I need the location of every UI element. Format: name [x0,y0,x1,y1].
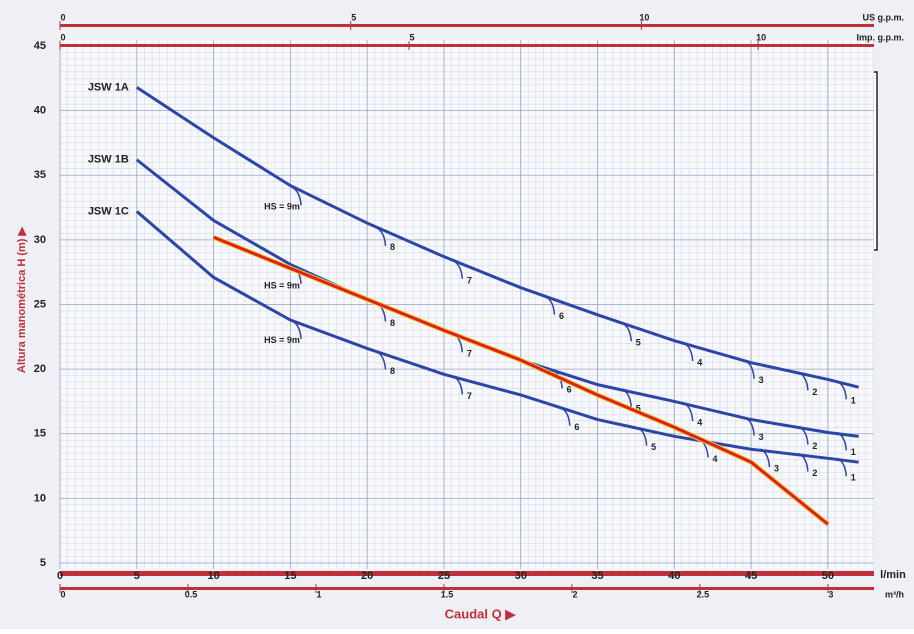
depth-tick [683,342,694,362]
x-axis-bar [60,571,874,576]
depth-label: 8 [390,366,395,376]
depth-label: 7 [467,349,472,359]
x-tick-label: 15 [284,570,296,582]
depth-tick [291,186,302,206]
series-label: JSW 1B [88,154,129,166]
depth-label: 4 [713,454,718,464]
x-tick-label: 50 [822,570,834,582]
secondary-tick-label: 0.5 [185,589,198,599]
secondary-tick-label: 0 [60,589,65,599]
y-tick-label: 30 [34,234,46,246]
depth-label: 6 [574,422,579,432]
secondary-tick-label: 10 [756,32,766,42]
x-tick-label: 20 [361,570,373,582]
x-tick-label: 35 [591,570,603,582]
y-tick-label: 15 [34,428,46,440]
depth-label: HS = 9m [264,335,300,345]
depth-label: 6 [567,385,572,395]
depth-label: 4 [697,357,702,367]
depth-tick [836,380,848,400]
depth-tick [798,452,809,472]
depth-label: HS = 9m [264,202,300,212]
y-tick-label: 25 [34,298,46,310]
secondary-tick-label: 2 [572,589,577,599]
x-unit: l/min [880,569,906,581]
series-label: JSW 1A [88,81,129,93]
depth-tick [836,431,848,451]
secondary-tick-label: 2.5 [697,589,710,599]
x-tick-label: 25 [438,570,450,582]
y-tick-label: 10 [34,492,46,504]
depth-label: 7 [467,275,472,285]
depth-tick [683,402,694,422]
depth-label: 8 [390,318,395,328]
depth-label: 3 [759,375,764,385]
secondary-tick-label: 5 [351,12,356,22]
depth-tick [560,407,571,426]
x-axis-label: Caudal Q ▶ [445,606,517,621]
depth-tick [637,426,648,446]
secondary-axis-label: m³/h [885,589,904,599]
secondary-tick-label: 10 [639,12,649,22]
depth-label: 1 [851,473,856,483]
depth-label: 3 [774,463,779,473]
depth-tick [744,416,755,436]
y-tick-label: 45 [34,40,46,52]
depth-label: 5 [651,442,656,452]
depth-tick [798,425,809,445]
secondary-tick-label: 0 [60,12,65,22]
depth-tick [545,295,556,315]
x-tick-label: 30 [515,570,527,582]
depth-tick [376,350,387,370]
depth-tick [291,320,302,339]
secondary-axis-label: Imp. g.p.m. [856,32,904,42]
depth-label: 5 [636,404,641,414]
depth-tick [744,359,755,379]
depth-tick [836,457,848,477]
depth-label: 8 [390,242,395,252]
depth-tick [621,322,633,342]
y-axis-label: Altura manométrica H (m) ▶ [16,226,28,373]
y-tick-label: 5 [40,557,46,569]
depth-label: 1 [851,396,856,406]
series-label: JSW 1C [88,205,129,217]
depth-label: 2 [812,387,817,397]
secondary-tick-label: 0 [60,32,65,42]
curve [213,235,829,526]
y-tick-label: 40 [34,105,46,117]
depth-tick [452,375,464,395]
x-tick-label: 40 [668,570,680,582]
secondary-axis-label: US g.p.m. [862,12,904,22]
curve [135,86,860,389]
depth-label: HS = 9m [264,280,300,290]
depth-label: 3 [759,432,764,442]
x-tick-label: 45 [745,570,757,582]
depth-label: 6 [559,311,564,321]
secondary-tick-label: 1.5 [441,589,454,599]
depth-label: 1 [851,447,856,457]
y-tick-label: 20 [34,363,46,375]
depth-label: 4 [697,417,702,427]
x-tick-label: 10 [207,570,219,582]
depth-tick [621,388,633,408]
x-tick-label: 0 [57,570,63,582]
secondary-axis-bar [60,24,874,27]
depth-label: 5 [636,338,641,348]
depth-label: 2 [812,468,817,478]
depth-label: 2 [812,441,817,451]
secondary-tick-label: 1 [316,589,321,599]
secondary-axis-bar [60,44,874,47]
depth-tick [452,260,464,279]
depth-tick [760,448,771,468]
depth-tick [798,371,809,391]
depth-label: 7 [467,391,472,401]
curve [135,210,859,464]
secondary-axis-bar [60,587,874,590]
secondary-tick-label: 5 [410,32,415,42]
depth-tick [376,227,387,246]
secondary-tick-label: 3 [828,589,833,599]
y-tick-label: 35 [34,169,46,181]
x-tick-label: 5 [134,570,140,582]
